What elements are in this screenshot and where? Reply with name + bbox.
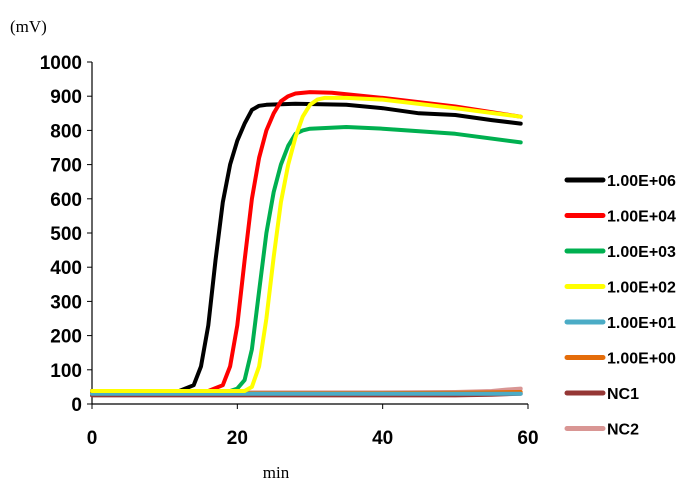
legend-label: NC2 xyxy=(607,422,639,439)
legend-label: 1.00E+01 xyxy=(607,315,676,332)
y-tick-label: 400 xyxy=(50,258,82,279)
legend-label: 1.00E+04 xyxy=(607,209,676,226)
legend-label: 1.00E+06 xyxy=(607,173,676,190)
y-axis-title: (mV) xyxy=(10,17,47,36)
x-axis-title: min xyxy=(263,463,290,482)
legend-label: 1.00E+02 xyxy=(607,280,676,297)
series-line-1-00e-06 xyxy=(90,101,523,393)
y-tick-label: 900 xyxy=(50,87,82,108)
axes: 0 100 200 300 400 500 600 700 800 900 1000 0 20 40 60 xyxy=(40,53,539,449)
x-tick-label: 20 xyxy=(227,428,248,449)
y-tick-label: 1000 xyxy=(40,53,82,74)
x-tick-label: 60 xyxy=(517,428,538,449)
series-line-1-00e-04 xyxy=(90,90,523,393)
x-tick-label: 0 xyxy=(87,428,98,449)
y-tick-label: 100 xyxy=(50,361,82,382)
y-tick-label: 200 xyxy=(50,327,82,348)
series-line-1-00e-03 xyxy=(90,125,523,393)
x-tick-label: 40 xyxy=(372,428,393,449)
legend: 1.00E+06 1.00E+04 1.00E+03 1.00E+02 1.00E+01… xyxy=(564,173,676,439)
y-tick-label: 0 xyxy=(71,395,82,416)
legend-label: 1.00E+03 xyxy=(607,244,676,261)
y-tick-label: 800 xyxy=(50,121,82,142)
series-line-1-00e-02 xyxy=(90,95,523,393)
legend-label: NC1 xyxy=(607,386,639,403)
legend-label: 1.00E+00 xyxy=(607,351,676,368)
y-tick-label: 700 xyxy=(50,156,82,177)
y-tick-label: 300 xyxy=(50,292,82,313)
y-tick-label: 500 xyxy=(50,224,82,245)
y-tick-label: 600 xyxy=(50,190,82,211)
series-layer xyxy=(90,90,523,398)
